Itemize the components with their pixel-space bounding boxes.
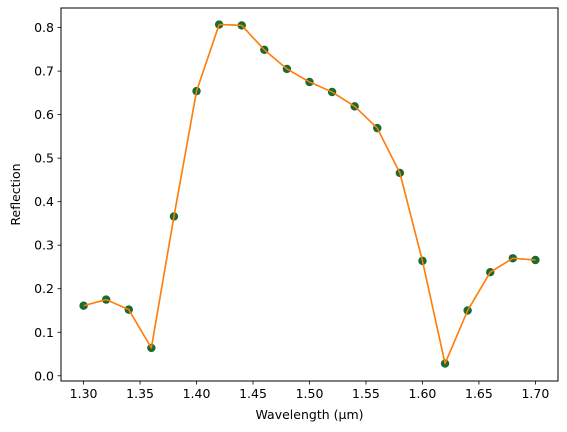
- axes-frame: [60, 7, 559, 382]
- y-tick-label: 0.5: [34, 151, 54, 166]
- x-axis-ticks: 1.30 1.35 1.40 1.45 1.50 1.55 1.60 1.65 1.70: [70, 381, 549, 401]
- x-tick-label: 1.35: [126, 386, 154, 401]
- y-tick-label: 0.1: [34, 325, 54, 340]
- x-tick-label: 1.65: [465, 386, 493, 401]
- plot-area: [79, 20, 540, 368]
- x-tick-label: 1.30: [70, 386, 98, 401]
- series-line-overlay: [83, 23, 536, 365]
- x-tick-label: 1.60: [409, 386, 437, 401]
- x-tick-label: 1.70: [521, 386, 549, 401]
- data-point: [79, 301, 88, 310]
- y-axis-label: Reflection: [8, 163, 23, 225]
- y-tick-label: 0.0: [34, 368, 54, 383]
- y-axis-ticks: 0.0 0.1 0.2 0.3 0.4 0.5 0.6 0.7 0.8: [34, 20, 61, 383]
- x-tick-label: 1.55: [352, 386, 380, 401]
- x-tick-label: 1.40: [183, 386, 211, 401]
- y-tick-label: 0.4: [34, 194, 54, 209]
- y-tick-label: 0.3: [34, 238, 54, 253]
- y-tick-label: 0.2: [34, 281, 54, 296]
- y-tick-label: 0.6: [34, 107, 54, 122]
- x-axis-label: Wavelength (µm): [255, 407, 363, 422]
- x-tick-label: 1.45: [239, 386, 267, 401]
- y-tick-label: 0.7: [34, 64, 54, 79]
- y-tick-label: 0.8: [34, 20, 54, 35]
- x-tick-label: 1.50: [296, 386, 324, 401]
